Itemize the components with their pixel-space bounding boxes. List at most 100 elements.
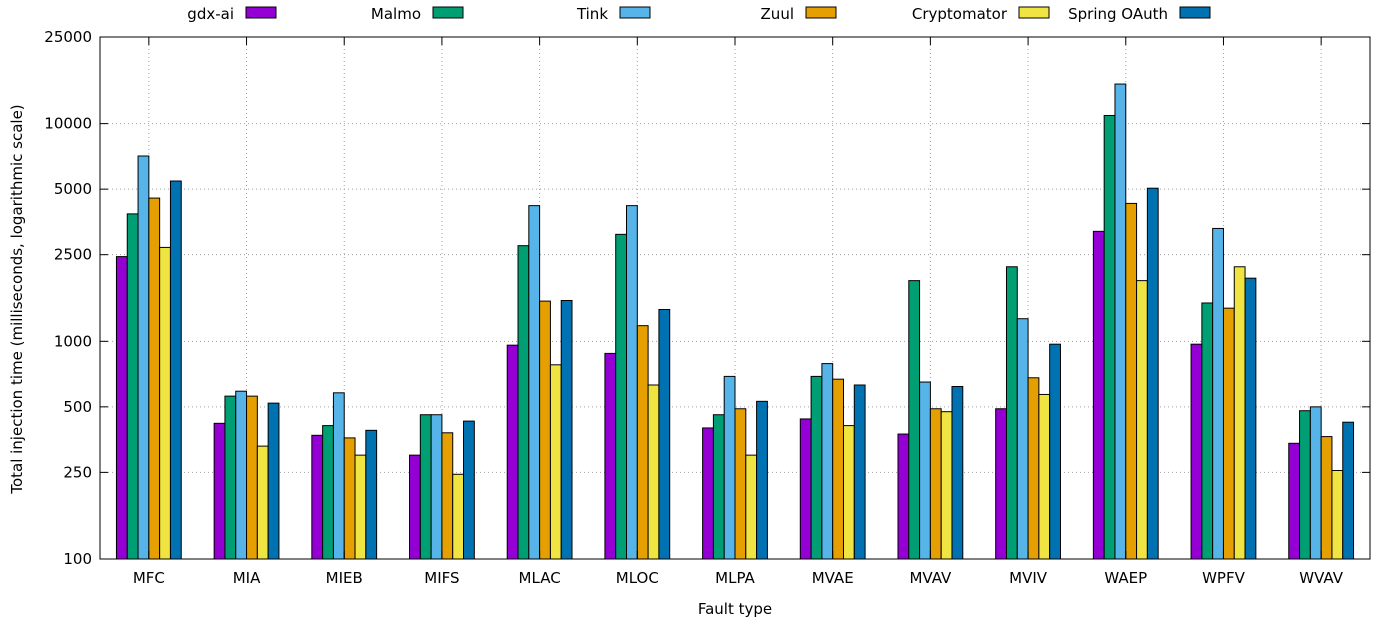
- bar-wpfv-zuul: [1222, 307, 1235, 560]
- x-tick-label: MVIV: [1009, 569, 1048, 587]
- bar-wpfv-tink: [1212, 227, 1224, 560]
- bar-mlpa-gdx-ai: [702, 427, 714, 560]
- x-tick-label: MVAE: [812, 569, 854, 587]
- bar-mvae-spring-oauth: [853, 384, 866, 560]
- bar-mlac-tink: [528, 205, 541, 560]
- bar-mlpa-cryptomator: [745, 454, 758, 560]
- bar-mifs-zuul: [441, 432, 454, 560]
- bar-mvav-tink: [919, 381, 931, 560]
- y-tick-label: 5000: [54, 180, 92, 198]
- bar-wpfv-malmo: [1201, 302, 1214, 560]
- bar-mieb-zuul: [343, 437, 356, 560]
- bar-mvav-gdx-ai: [897, 433, 910, 560]
- bar-mlpa-tink: [723, 375, 736, 560]
- bar-waep-malmo: [1103, 114, 1116, 560]
- bar-mieb-malmo: [322, 425, 334, 560]
- bar-mia-zuul: [246, 395, 258, 560]
- bar-mifs-malmo: [419, 414, 432, 560]
- bar-mfc-zuul: [148, 197, 161, 560]
- bar-mviv-tink: [1016, 318, 1029, 560]
- bar-mlac-malmo: [517, 245, 530, 560]
- legend-label: Malmo: [371, 5, 421, 23]
- bar-mfc-spring-oauth: [169, 180, 182, 560]
- bar-mloc-cryptomator: [647, 384, 660, 560]
- x-tick-label: MFC: [133, 569, 165, 587]
- bar-wpfv-spring-oauth: [1244, 277, 1257, 560]
- bar-wvav-spring-oauth: [1342, 421, 1355, 560]
- bar-mia-cryptomator: [256, 445, 269, 560]
- legend: gdx-ai Malmo Tink Zuul Cryptomator Spring OAu…: [187, 5, 1211, 23]
- x-axis: MFC MIA MIEB MIFS MLAC MLOC MLPA MVAE MVAV MVIV WA…: [133, 37, 1344, 587]
- bar-mieb-spring-oauth: [365, 429, 378, 560]
- bar-mviv-cryptomator: [1038, 393, 1051, 560]
- y-tick-label: 500: [63, 398, 92, 416]
- x-tick-label: WVAV: [1299, 569, 1343, 587]
- bar-mfc-cryptomator: [159, 246, 171, 560]
- x-tick-label: MLPA: [715, 569, 755, 587]
- legend-label: Spring OAuth: [1068, 5, 1168, 23]
- bar-mlac-cryptomator: [549, 364, 562, 560]
- y-tick-label: 25000: [44, 28, 92, 46]
- bar-mfc-tink: [137, 155, 150, 560]
- bar-mlac-zuul: [539, 300, 551, 560]
- bar-wvav-zuul: [1320, 436, 1333, 560]
- bar-mifs-spring-oauth: [463, 420, 475, 560]
- bar-waep-zuul: [1125, 202, 1138, 560]
- bar-mlpa-zuul: [734, 408, 747, 560]
- x-tick-label: MIEB: [326, 569, 363, 587]
- bar-mviv-zuul: [1027, 377, 1040, 560]
- bar-mvae-zuul: [832, 378, 844, 560]
- bar-mlpa-spring-oauth: [756, 400, 768, 560]
- x-tick-label: WPFV: [1202, 569, 1246, 587]
- legend-label: Zuul: [761, 5, 794, 23]
- bar-mifs-cryptomator: [452, 473, 465, 560]
- legend-label: gdx-ai: [187, 5, 234, 23]
- legend-swatch: [805, 6, 837, 19]
- x-axis-label: Fault type: [698, 600, 772, 618]
- legend-swatch: [1179, 6, 1211, 19]
- bar-mvae-cryptomator: [842, 425, 855, 560]
- legend-label: Tink: [576, 5, 608, 23]
- bar-mvae-gdx-ai: [799, 418, 812, 560]
- bar-waep-gdx-ai: [1092, 230, 1105, 560]
- x-tick-label: MLAC: [519, 569, 561, 587]
- bar-mviv-gdx-ai: [995, 408, 1007, 560]
- bar-mvae-malmo: [810, 375, 823, 560]
- bar-mloc-gdx-ai: [604, 352, 617, 560]
- bar-waep-spring-oauth: [1146, 187, 1159, 560]
- y-tick-label: 1000: [54, 332, 92, 350]
- y-tick-label: 100: [63, 550, 92, 568]
- y-axis: 100 250 500 1000 2500 5000 10000 25000: [44, 28, 1370, 568]
- legend-swatch: [245, 6, 277, 19]
- x-tick-label: MVAV: [909, 569, 952, 587]
- x-tick-label: WAEP: [1104, 569, 1147, 587]
- bar-waep-cryptomator: [1136, 280, 1148, 560]
- legend-swatch: [619, 6, 651, 19]
- legend-label: Cryptomator: [912, 5, 1008, 23]
- bar-mia-spring-oauth: [267, 402, 280, 560]
- legend-swatch: [432, 6, 464, 19]
- x-tick-label: MIFS: [424, 569, 459, 587]
- bar-mfc-malmo: [126, 213, 139, 560]
- y-axis-label: Total injection time (milliseconds, loga…: [8, 104, 26, 494]
- y-tick-label: 2500: [54, 246, 92, 264]
- bars: [115, 83, 1355, 560]
- bar-mvav-malmo: [908, 280, 921, 560]
- bar-wvav-cryptomator: [1331, 470, 1344, 560]
- x-tick-label: MLOC: [616, 569, 659, 587]
- bar-mia-tink: [235, 390, 248, 560]
- bar-mifs-gdx-ai: [409, 454, 421, 560]
- bar-wpfv-gdx-ai: [1190, 343, 1203, 560]
- bar-mifs-tink: [430, 414, 443, 560]
- bar-mviv-malmo: [1005, 266, 1018, 560]
- bar-wvav-tink: [1309, 406, 1322, 560]
- bar-mia-malmo: [224, 395, 237, 560]
- bar-mloc-malmo: [615, 233, 628, 560]
- bar-waep-tink: [1114, 83, 1127, 560]
- bar-mia-gdx-ai: [213, 422, 226, 560]
- bar-wvav-malmo: [1299, 410, 1311, 560]
- bar-mvav-spring-oauth: [951, 386, 964, 560]
- bar-mvav-zuul: [929, 408, 942, 560]
- bar-mvav-cryptomator: [940, 411, 953, 560]
- bar-mloc-spring-oauth: [658, 309, 671, 560]
